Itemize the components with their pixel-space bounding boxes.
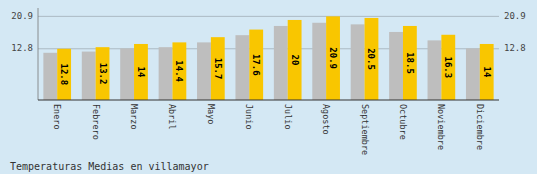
data-label: 20.5 (366, 48, 376, 70)
bar (441, 35, 455, 100)
bar (96, 47, 110, 100)
data-label: 20.9 (328, 47, 338, 69)
title: Temperaturas Medias en villamayor (10, 161, 209, 172)
x-tick-label: Octubre (398, 104, 408, 140)
data-label: 15.7 (213, 58, 223, 80)
y-tick-label: 12.8 (11, 43, 33, 53)
x-tick-label: Abril (167, 104, 177, 130)
bar (428, 40, 442, 100)
bar (197, 42, 211, 100)
bar (43, 53, 57, 100)
bar (288, 20, 302, 100)
bars (43, 16, 493, 100)
data-label: 14 (136, 67, 146, 78)
x-tick-label: Diciembre (475, 104, 485, 150)
x-tick-label: Agosto (321, 104, 331, 135)
bar (403, 26, 417, 100)
bar (312, 23, 326, 100)
x-tick-label: Febrero (91, 104, 101, 140)
bar (351, 24, 365, 100)
grid-line (38, 16, 499, 17)
bar (466, 48, 480, 100)
bar (274, 26, 288, 100)
baseline (38, 100, 499, 101)
data-label: 14.4 (174, 60, 184, 82)
bar (159, 47, 173, 100)
bar (57, 49, 71, 100)
x-tick-label: Junio (244, 104, 254, 130)
bar (326, 16, 340, 100)
chart-container: 12.8 12.8 20.9 20.9 12.8 13.2 14 14.4 15.7 17.6 20… (0, 0, 537, 174)
bar (82, 52, 96, 100)
data-label: 14 (482, 67, 492, 78)
bar (389, 32, 403, 100)
bar (365, 18, 379, 100)
data-label: 13.2 (98, 63, 108, 85)
data-label: 12.8 (59, 64, 69, 86)
y-tick-label: 20.9 (504, 11, 526, 21)
x-tick-label: Noviembre (436, 104, 446, 150)
y-tick-label: 20.9 (11, 11, 33, 21)
x-tick-label: Septiembre (360, 104, 370, 155)
data-label: 16.3 (443, 57, 453, 79)
data-label: 17.6 (251, 54, 261, 76)
bar (480, 44, 494, 100)
bar (249, 30, 263, 100)
bar (134, 44, 148, 100)
bar (172, 42, 186, 100)
y-tick-label: 12.8 (504, 43, 526, 53)
bar (235, 35, 249, 100)
x-tick-label: Enero (52, 104, 62, 130)
chart-svg: 12.8 12.8 20.9 20.9 12.8 13.2 14 14.4 15.7 17.6 20… (0, 0, 537, 174)
x-tick-label: Mayo (206, 104, 216, 124)
bar (120, 48, 134, 100)
data-label: 18.5 (405, 52, 415, 74)
data-label: 20 (290, 55, 300, 66)
y-axis-line (38, 8, 39, 100)
bar (211, 37, 225, 100)
x-tick-label: Julio (283, 104, 293, 130)
x-tick-label: Marzo (129, 104, 139, 130)
